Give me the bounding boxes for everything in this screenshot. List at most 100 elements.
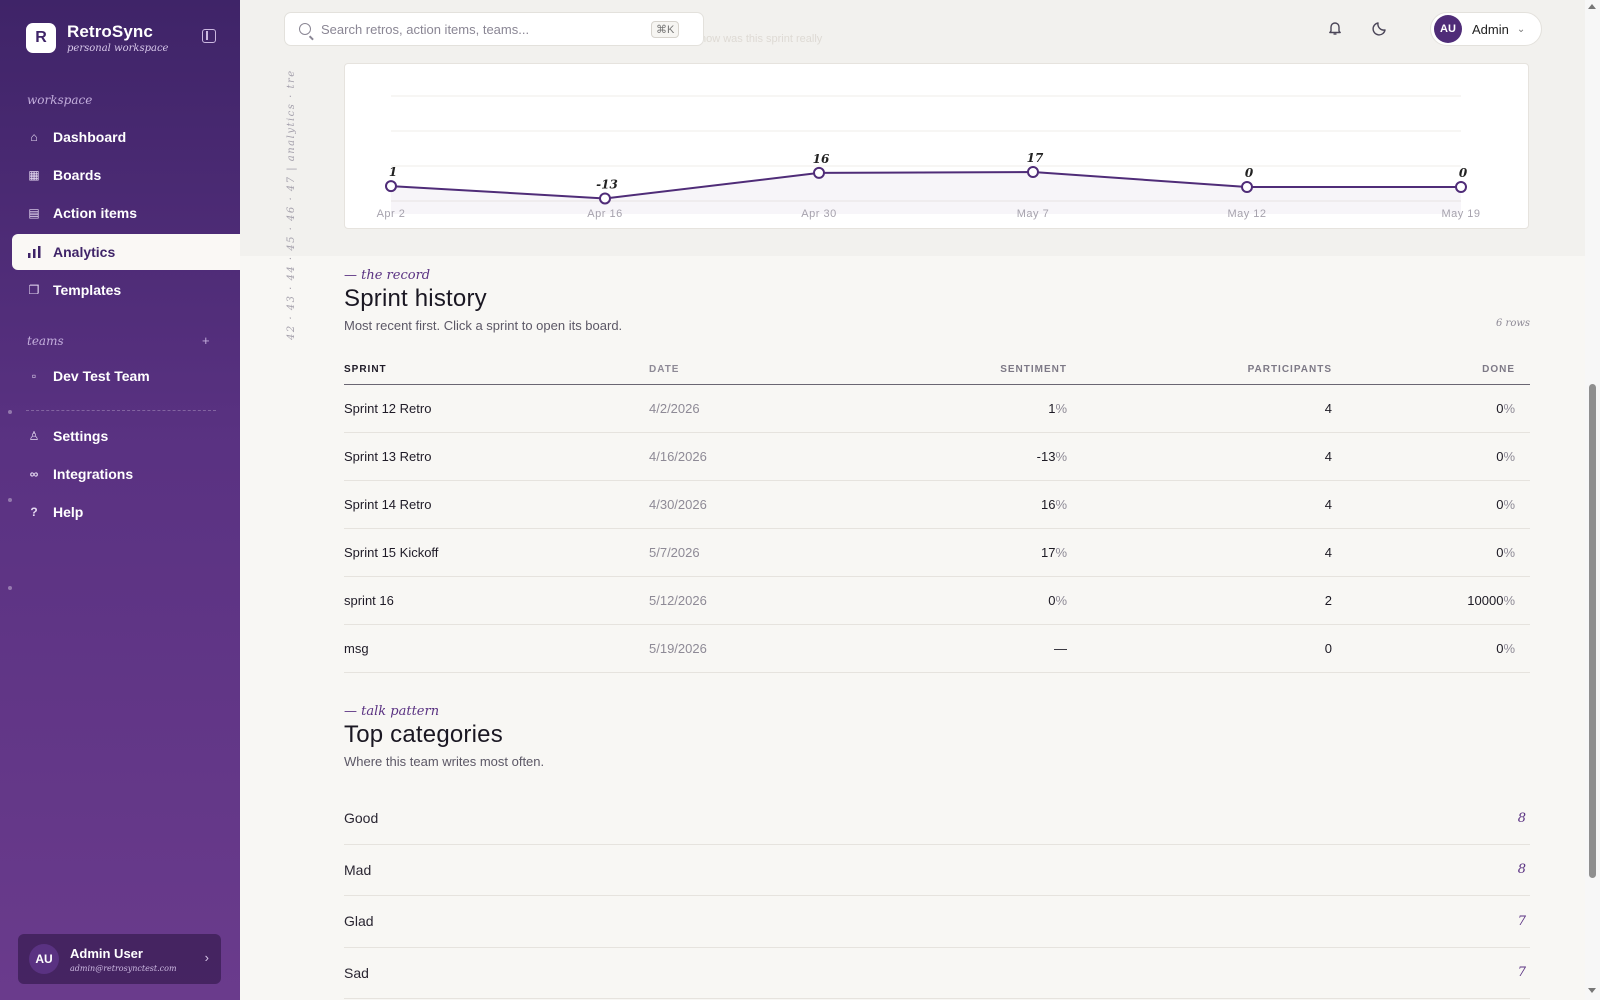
cell-done: 0%: [1332, 449, 1515, 464]
cell-date: 4/2/2026: [649, 401, 700, 416]
user-name: Admin User: [70, 945, 143, 961]
sidebar-item-dev-test-team[interactable]: ▫ Dev Test Team: [12, 358, 240, 394]
sidebar-item-analytics[interactable]: Analytics: [12, 234, 240, 270]
sentiment-unit: %: [1055, 545, 1067, 560]
table-row[interactable]: Sprint 14 Retro 4/30/2026 16% 4 0%: [344, 481, 1530, 529]
data-point: [599, 192, 611, 205]
cell-done: 0%: [1332, 641, 1515, 656]
home-icon: ⌂: [30, 130, 38, 144]
category-label: Good: [344, 810, 379, 827]
square-icon: ▫: [31, 369, 37, 383]
category-count: 8: [1517, 810, 1526, 826]
scrollbar[interactable]: [1585, 0, 1600, 1000]
category-label: Mad: [344, 861, 372, 878]
sidebar-item-integrations[interactable]: ∞ Integrations: [12, 456, 240, 492]
scroll-up-arrow[interactable]: [1588, 4, 1596, 9]
add-team-button[interactable]: +: [202, 333, 210, 348]
data-label: 0: [1459, 166, 1468, 180]
done-value: 0: [1496, 401, 1504, 416]
cell-sentiment: -13%: [849, 449, 1067, 464]
avatar: AU: [1434, 15, 1462, 43]
sidebar-item-label: Integrations: [53, 466, 134, 482]
data-point: [813, 166, 825, 179]
cell-participants: 0: [1324, 641, 1332, 656]
done-value: 0: [1496, 449, 1504, 464]
data-point: [1027, 166, 1039, 178]
brand[interactable]: R RetroSync personal workspace: [26, 22, 168, 54]
brand-name: RetroSync: [67, 22, 153, 41]
data-point: [1455, 181, 1467, 193]
moon-icon[interactable]: [1370, 18, 1390, 38]
sidebar-item-dashboard[interactable]: ⌂ Dashboard: [12, 119, 240, 155]
cell-participants: 4: [1324, 401, 1332, 416]
brand-logo: R: [26, 23, 56, 53]
sidebar-item-label: Boards: [53, 167, 102, 183]
sidebar-item-templates[interactable]: ❐ Templates: [12, 272, 240, 308]
scroll-thumb[interactable]: [1589, 384, 1596, 878]
trend-chart-svg: 1 Apr 2 -13 Apr 16 16 Apr 30 17 May 7 0 May 12 0 Ma…: [377, 95, 1480, 220]
x-tick-label: May 12: [1227, 208, 1266, 220]
admin-menu-button[interactable]: AU Admin ⌄: [1430, 12, 1542, 46]
search-shortcut-badge: ⌘K: [651, 20, 680, 38]
search-bar[interactable]: ⌘K: [284, 12, 704, 46]
done-value: 0: [1496, 497, 1504, 512]
cell-date: 4/30/2026: [649, 497, 707, 512]
cell-sentiment: 16%: [849, 497, 1067, 512]
sentiment-trend-chart: 1 Apr 2 -13 Apr 16 16 Apr 30 17 May 7 0 May 12 0 Ma…: [344, 63, 1529, 229]
decor-dot: [8, 498, 12, 502]
bell-icon[interactable]: [1325, 18, 1345, 38]
avatar: AU: [29, 944, 59, 974]
column-header-date[interactable]: DATE: [649, 364, 680, 375]
search-icon: [299, 23, 311, 35]
column-header-sprint[interactable]: SPRINT: [344, 364, 387, 375]
categories-description: Where this team writes most often.: [344, 754, 545, 769]
category-label: Glad: [344, 913, 374, 930]
category-row: Glad 7: [344, 896, 1530, 948]
table-row[interactable]: msg 5/19/2026—0 0%: [344, 625, 1530, 673]
column-header-done[interactable]: DONE: [1482, 364, 1515, 375]
sentiment-unit: %: [1055, 497, 1067, 512]
cell-sprint: sprint 16: [344, 593, 394, 608]
sidebar-item-label: Dev Test Team: [53, 368, 150, 384]
category-label: Sad: [344, 964, 369, 981]
side-decoration-label: 42 · 43 · 44 · 45 · 46 · 47 | analytics …: [286, 69, 297, 340]
category-row: Mad 8: [344, 845, 1530, 896]
cell-sentiment: 0%: [849, 593, 1067, 608]
cell-done: 10000%: [1332, 593, 1515, 608]
cell-participants: 4: [1324, 449, 1332, 464]
done-unit: %: [1503, 641, 1515, 656]
history-title: Sprint history: [344, 285, 487, 312]
sidebar-item-label: Dashboard: [53, 129, 127, 145]
sidebar-item-label: Help: [53, 504, 84, 520]
table-row[interactable]: Sprint 15 Kickoff 5/7/2026 17% 4 0%: [344, 529, 1530, 577]
sidebar-item-boards[interactable]: ▦ Boards: [12, 157, 240, 193]
cell-sprint: Sprint 14 Retro: [344, 497, 432, 512]
table-row[interactable]: Sprint 13 Retro 4/16/2026 -13% 4 0%: [344, 433, 1530, 481]
history-eyebrow: — the record: [344, 268, 431, 283]
cell-sentiment: 17%: [849, 545, 1067, 560]
sidebar-item-action-items[interactable]: ▤ Action items: [12, 195, 240, 231]
topbar: ⌘K: [284, 12, 704, 46]
column-header-participants[interactable]: PARTICIPANTS: [1247, 364, 1332, 375]
decor-dot: [8, 410, 12, 414]
data-point: [1241, 181, 1253, 193]
done-value: 0: [1496, 545, 1504, 560]
done-unit: %: [1503, 545, 1515, 560]
sidebar-collapse-icon[interactable]: [202, 29, 216, 43]
category-count: 7: [1517, 913, 1526, 929]
user-card[interactable]: AU Admin User admin@retrosynctest.com ›: [18, 934, 221, 984]
search-input[interactable]: [321, 21, 651, 37]
sidebar-item-help[interactable]: ? Help: [12, 494, 240, 530]
cell-participants: 4: [1324, 545, 1332, 560]
table-row[interactable]: Sprint 12 Retro 4/2/2026 1% 4 0%: [344, 385, 1530, 433]
sidebar: R RetroSync personal workspace workspace…: [0, 0, 240, 1000]
sprint-history-table: SPRINT DATE SENTIMENT PARTICIPANTS DONE …: [344, 355, 1530, 673]
table-row[interactable]: sprint 16 5/12/2026 0% 2 10000%: [344, 577, 1530, 625]
data-point: [385, 180, 397, 193]
column-header-sentiment[interactable]: SENTIMENT: [1000, 364, 1067, 375]
chevron-right-icon: ›: [204, 950, 209, 965]
bar-chart-icon: [27, 245, 41, 259]
scroll-down-arrow[interactable]: [1588, 988, 1596, 993]
teams-section-label: teams: [27, 334, 64, 348]
sidebar-item-settings[interactable]: ♙ Settings: [12, 418, 240, 454]
